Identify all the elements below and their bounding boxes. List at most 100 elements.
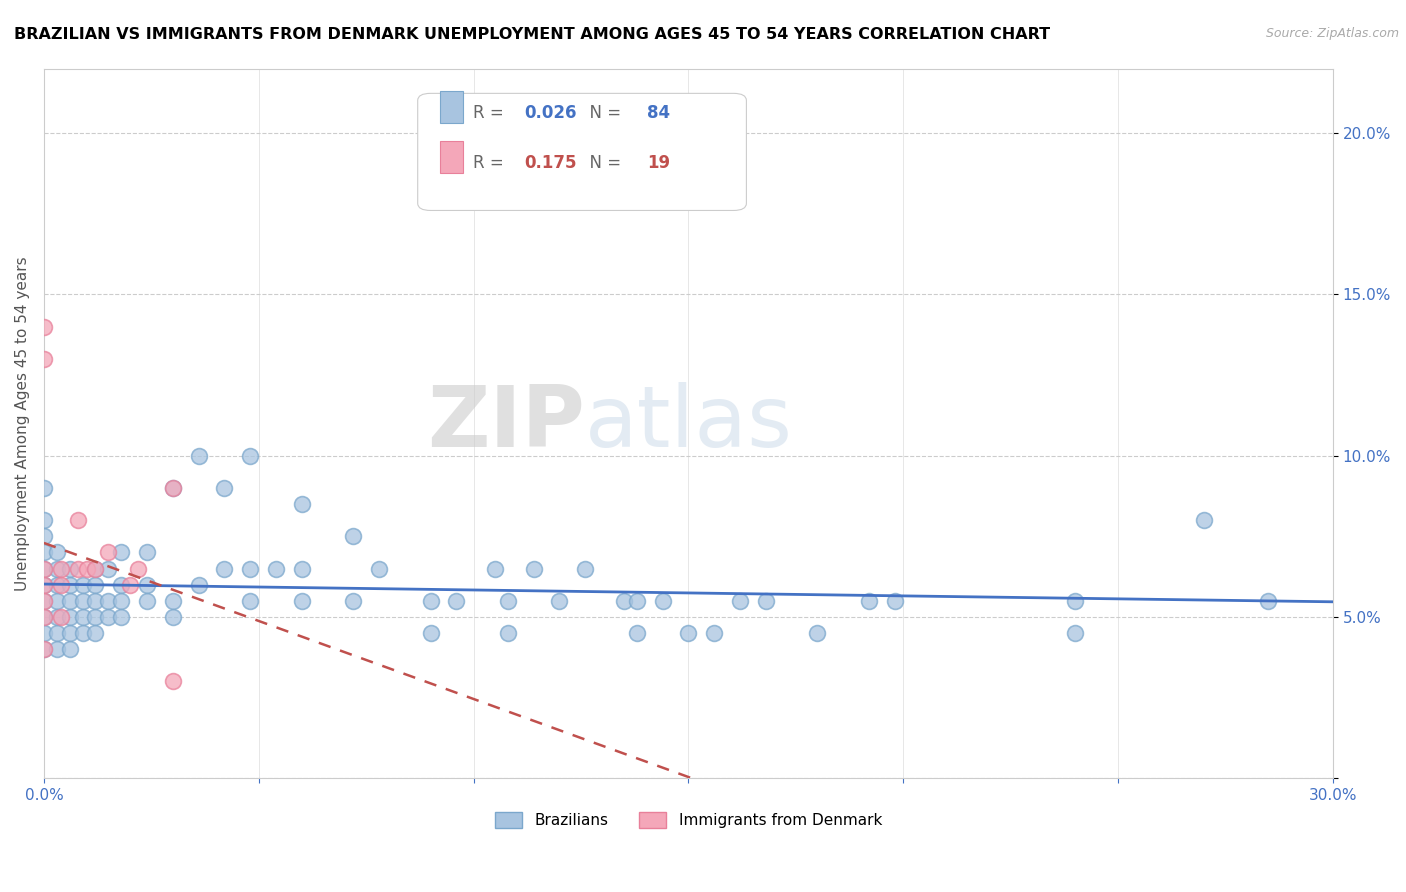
Point <box>32 594 55 608</box>
Point <box>239 449 262 463</box>
Point <box>214 481 236 495</box>
Point <box>110 594 132 608</box>
Point <box>59 594 82 608</box>
Point <box>523 561 546 575</box>
Text: 19: 19 <box>647 153 671 171</box>
Point <box>1257 594 1279 608</box>
Text: Source: ZipAtlas.com: Source: ZipAtlas.com <box>1265 27 1399 40</box>
Point <box>162 594 184 608</box>
Point <box>110 545 132 559</box>
Point <box>626 626 648 640</box>
Legend: Brazilians, Immigrants from Denmark: Brazilians, Immigrants from Denmark <box>489 806 889 834</box>
Point <box>76 561 98 575</box>
Point <box>97 561 120 575</box>
Point <box>187 449 209 463</box>
Point <box>651 594 673 608</box>
Point <box>613 594 636 608</box>
Point <box>419 626 441 640</box>
Point <box>446 594 468 608</box>
Point <box>59 626 82 640</box>
Text: R =: R = <box>474 153 509 171</box>
Point <box>342 529 364 543</box>
Point <box>548 594 571 608</box>
Point <box>59 642 82 657</box>
Point <box>110 577 132 591</box>
Point <box>728 594 751 608</box>
Point <box>883 594 905 608</box>
Text: atlas: atlas <box>585 382 793 465</box>
Point <box>97 610 120 624</box>
Point <box>484 561 506 575</box>
Point <box>368 561 391 575</box>
Point <box>214 561 236 575</box>
Point <box>32 319 55 334</box>
Point <box>72 594 94 608</box>
Point <box>32 481 55 495</box>
Point <box>1064 626 1087 640</box>
Point <box>32 626 55 640</box>
Text: BRAZILIAN VS IMMIGRANTS FROM DENMARK UNEMPLOYMENT AMONG AGES 45 TO 54 YEARS CORR: BRAZILIAN VS IMMIGRANTS FROM DENMARK UNE… <box>14 27 1050 42</box>
Point <box>136 545 159 559</box>
Point <box>32 561 55 575</box>
Point <box>32 642 55 657</box>
Point <box>67 513 90 527</box>
Point <box>32 513 55 527</box>
Text: N =: N = <box>579 153 626 171</box>
Point <box>32 351 55 366</box>
Point <box>187 577 209 591</box>
Point <box>72 610 94 624</box>
Point <box>858 594 880 608</box>
Point <box>32 642 55 657</box>
Point <box>136 594 159 608</box>
Point <box>496 594 519 608</box>
Point <box>678 626 700 640</box>
Point <box>32 610 55 624</box>
Point <box>97 545 120 559</box>
Point <box>1064 594 1087 608</box>
Point <box>49 610 72 624</box>
Point <box>84 626 107 640</box>
Point <box>45 577 67 591</box>
Point <box>496 626 519 640</box>
Point <box>755 594 778 608</box>
FancyBboxPatch shape <box>418 94 747 211</box>
Point <box>45 642 67 657</box>
Point <box>84 610 107 624</box>
Text: 0.026: 0.026 <box>524 104 578 122</box>
Point <box>49 577 72 591</box>
Point <box>32 561 55 575</box>
Point <box>84 561 107 575</box>
Point <box>45 545 67 559</box>
Point <box>32 594 55 608</box>
Point <box>45 561 67 575</box>
Point <box>239 561 262 575</box>
Point <box>59 577 82 591</box>
Point <box>59 610 82 624</box>
Point <box>162 481 184 495</box>
Point <box>342 594 364 608</box>
Point <box>136 577 159 591</box>
Point <box>72 626 94 640</box>
Y-axis label: Unemployment Among Ages 45 to 54 years: Unemployment Among Ages 45 to 54 years <box>15 256 30 591</box>
Point <box>32 577 55 591</box>
Point <box>84 577 107 591</box>
Text: ZIP: ZIP <box>427 382 585 465</box>
Point <box>162 674 184 689</box>
Bar <box>440 91 463 123</box>
Point <box>162 610 184 624</box>
Point <box>110 610 132 624</box>
Text: 0.175: 0.175 <box>524 153 578 171</box>
Point <box>67 561 90 575</box>
Point <box>264 561 287 575</box>
Point <box>32 545 55 559</box>
Text: N =: N = <box>579 104 626 122</box>
Point <box>45 594 67 608</box>
Text: R =: R = <box>474 104 509 122</box>
Point <box>49 561 72 575</box>
Point <box>162 481 184 495</box>
Point <box>703 626 725 640</box>
Point <box>1192 513 1215 527</box>
Point <box>45 610 67 624</box>
Point <box>239 594 262 608</box>
Point <box>32 577 55 591</box>
